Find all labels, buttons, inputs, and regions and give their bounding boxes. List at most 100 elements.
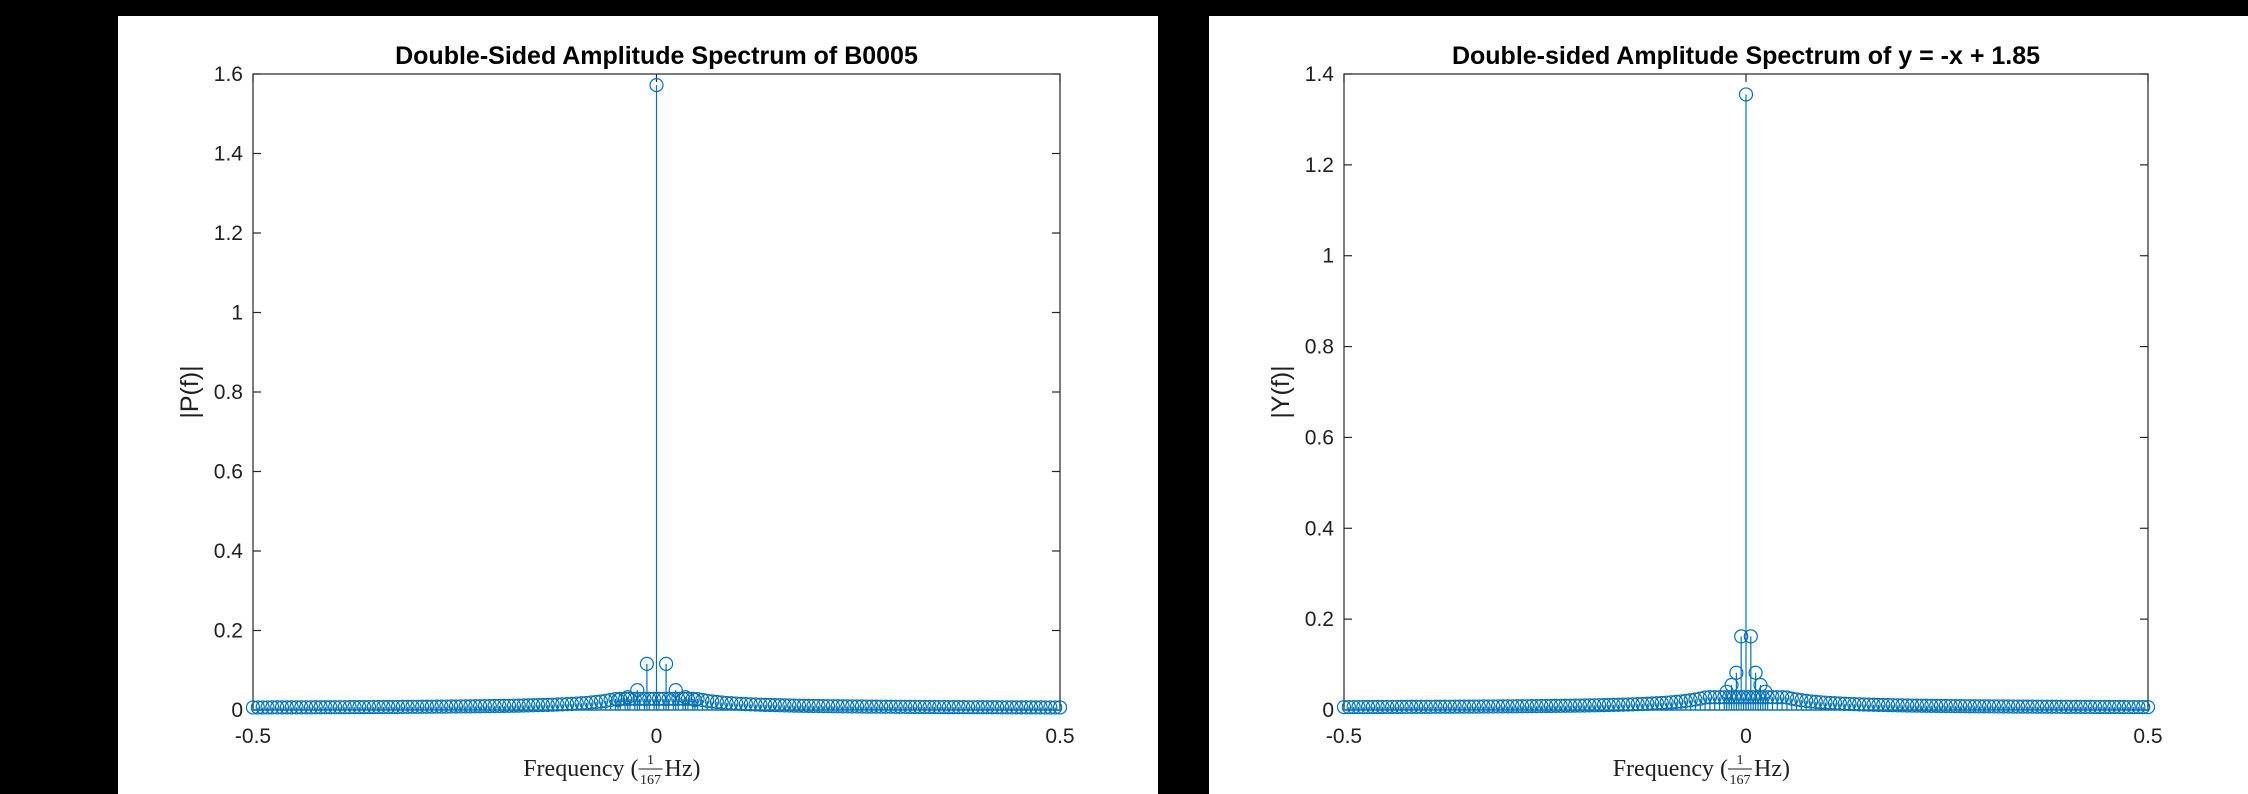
stem-marker [678, 690, 693, 705]
stem-marker [303, 700, 319, 715]
x-tick-label: 0 [651, 725, 663, 748]
stem-marker [639, 656, 654, 671]
stem-marker [521, 698, 536, 713]
stem-marker [1567, 698, 1583, 713]
stem-marker [603, 692, 618, 708]
stem-marker [1748, 665, 1763, 680]
stem-marker [985, 700, 1000, 715]
stem-marker [429, 699, 444, 714]
stem-marker [2063, 699, 2079, 714]
chart-title: Double-sided Amplitude Spectrum of y = -… [1452, 42, 2040, 70]
stem-marker [1365, 699, 1380, 715]
y-tick-label: 1.4 [214, 143, 244, 166]
stem-marker [1606, 697, 1621, 712]
stem-marker [390, 699, 406, 715]
stem-marker [1534, 698, 1549, 714]
stem-marker [617, 691, 633, 706]
stem-marker [1438, 699, 1453, 714]
stem-marker [1413, 699, 1429, 714]
x-axis-label: Frequency (1 167 Hz) [523, 753, 700, 788]
stem-marker [279, 700, 294, 715]
stem-marker [550, 697, 565, 712]
stem-marker [1519, 699, 1535, 714]
stem-marker [1808, 694, 1823, 710]
stem-marker [2126, 699, 2141, 715]
stem-marker [1707, 690, 1722, 705]
stem-marker [835, 699, 850, 714]
stem-marker [1543, 698, 1559, 714]
stem-marker [758, 697, 773, 712]
stem-marker [1004, 700, 1019, 715]
stem-marker [782, 698, 797, 713]
stem-marker [878, 699, 894, 714]
stem-marker [448, 699, 464, 714]
y-tick-label: 1.4 [1305, 63, 1335, 86]
stem-marker [762, 697, 778, 713]
stem-marker [666, 691, 681, 706]
stem-marker [1770, 690, 1785, 705]
stem-marker [1389, 699, 1405, 715]
stem-marker [680, 691, 696, 706]
stem-marker [893, 699, 908, 714]
stem-marker [1847, 697, 1862, 712]
stem-marker [2073, 699, 2088, 714]
stem-marker [1871, 697, 1886, 712]
stem-marker [883, 699, 898, 714]
stem-marker [492, 698, 507, 714]
y-tick-label: 0.4 [1305, 517, 1335, 540]
stem-marker [1943, 698, 1958, 714]
stem-marker [1746, 690, 1761, 705]
stem-marker [535, 697, 551, 713]
stem-marker [951, 700, 966, 715]
stem-marker [1043, 700, 1058, 715]
stem-marker [787, 698, 802, 713]
stem-marker [1019, 700, 1034, 715]
stem-marker [1582, 698, 1597, 713]
stem-marker [1418, 699, 1433, 714]
x-axis-label-frac-den: 167 [1730, 773, 1751, 788]
stem-marker [1611, 697, 1626, 712]
stem-marker [806, 698, 821, 714]
stem-marker [395, 699, 410, 714]
stem-marker [2044, 699, 2059, 714]
stem-marker [2054, 699, 2069, 714]
stem-marker [1009, 700, 1024, 715]
stem-marker [361, 699, 377, 715]
stem-marker [685, 691, 700, 706]
stem-marker [424, 699, 439, 714]
stem-marker [632, 691, 647, 706]
x-axis-label-frac-num: 1 [647, 753, 654, 768]
stem-marker [1620, 697, 1636, 712]
stem-marker [1972, 699, 1987, 714]
stem-marker [1719, 684, 1734, 699]
stem-marker [1803, 694, 1819, 709]
stem-marker [767, 698, 782, 713]
chart-title: Double-Sided Amplitude Spectrum of B0005 [395, 42, 918, 70]
stem-marker [687, 692, 703, 708]
stem-marker [2087, 699, 2103, 715]
stem-marker [941, 699, 956, 715]
stem-marker [1510, 699, 1525, 714]
chart-0: 0 0.2 0.4 0.6 0.8 1 1.2 1.4 1.6 -0.5 0 0.5 Double-Si… [176, 42, 1075, 788]
stem-marker [922, 699, 937, 715]
stem-marker [830, 699, 845, 714]
stem-series [1336, 87, 2156, 715]
stem-marker [511, 698, 526, 713]
stem-marker [859, 699, 874, 714]
y-tick-label: 0.8 [1305, 336, 1334, 359]
stem-marker [2136, 699, 2151, 715]
stem-marker [2092, 699, 2107, 715]
stem-marker [917, 699, 932, 715]
x-tick-label: 0.5 [2133, 725, 2162, 748]
stem-marker [1572, 698, 1588, 713]
stem-marker [1577, 698, 1592, 713]
stem-marker [260, 700, 275, 715]
stem-marker [371, 699, 386, 715]
stem-marker [1885, 698, 1900, 713]
stem-marker [675, 691, 691, 706]
stem-marker [772, 698, 787, 713]
stem-marker [777, 698, 792, 713]
stem-marker [1409, 699, 1424, 714]
stem-marker [1356, 699, 1371, 715]
stem-marker [990, 700, 1005, 715]
